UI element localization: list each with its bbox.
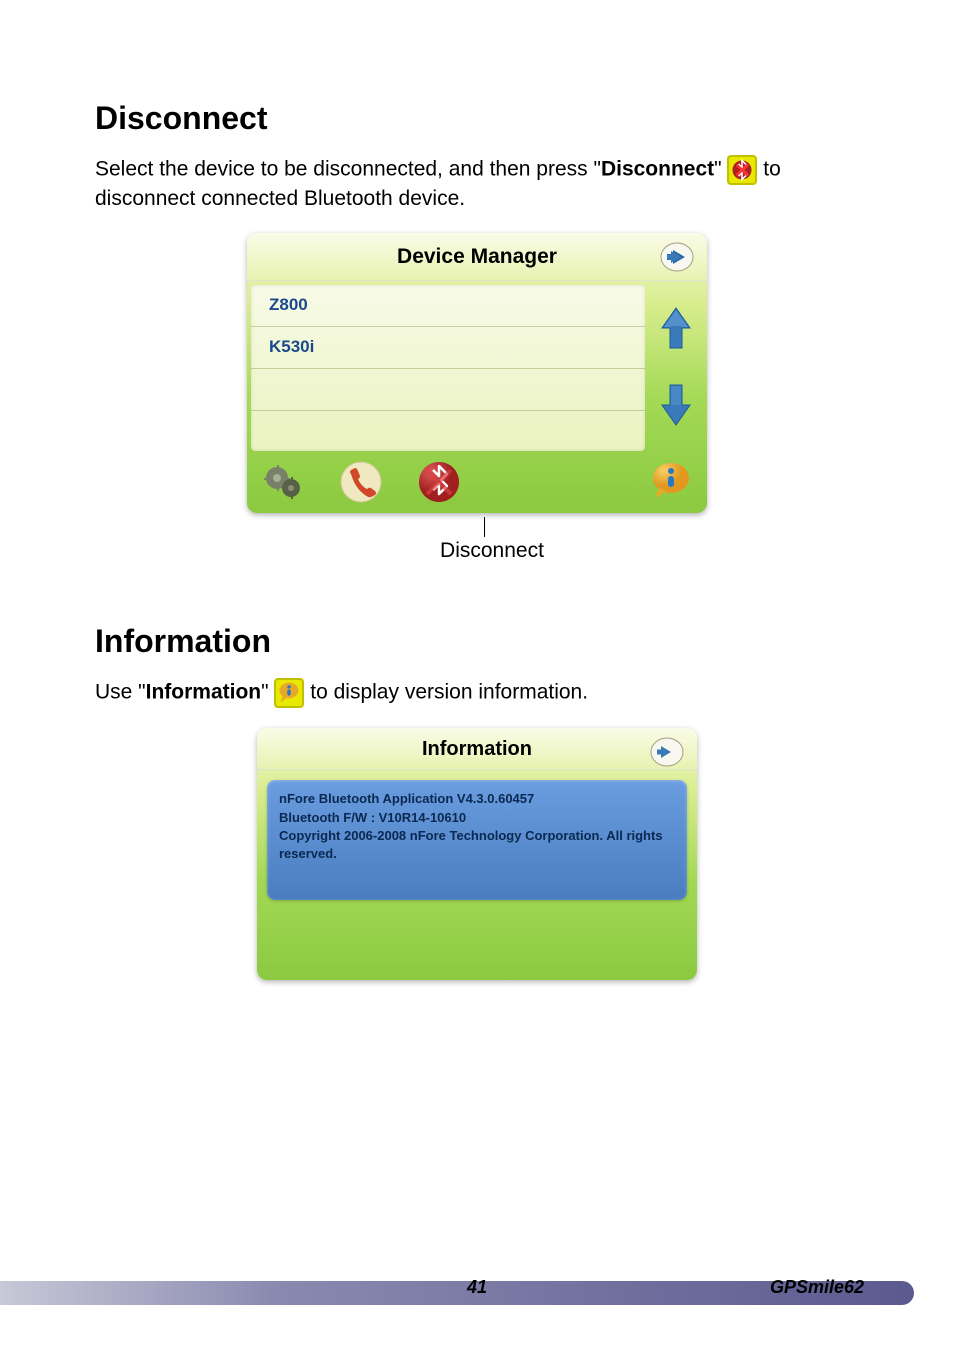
information-section: Information Use "Information" to display…	[95, 623, 859, 980]
callout-label: Disconnect	[125, 539, 859, 563]
information-footer	[257, 910, 697, 980]
information-title: Information	[422, 738, 532, 760]
scroll-arrows	[645, 281, 707, 451]
information-icon	[274, 678, 304, 708]
device-manager-header: Device Manager	[247, 233, 707, 281]
device-manager-screenshot: Device Manager Z800 K530i	[95, 233, 859, 563]
info-line-1: nFore Bluetooth Application V4.3.0.60457	[279, 790, 675, 808]
information-panel: nFore Bluetooth Application V4.3.0.60457…	[267, 780, 687, 900]
text-pre: Use "	[95, 681, 146, 704]
scroll-down-button[interactable]	[656, 379, 696, 429]
device-list: Z800 K530i	[251, 285, 645, 451]
device-row-k530i[interactable]: K530i	[251, 327, 645, 369]
disconnect-callout: Disconnect	[95, 517, 859, 563]
text-post1: "	[714, 158, 727, 181]
phone-icon[interactable]	[337, 458, 385, 506]
back-button[interactable]	[649, 736, 685, 768]
info-button[interactable]	[647, 458, 695, 506]
text-bold: Disconnect	[601, 158, 714, 181]
device-manager-title: Device Manager	[397, 245, 557, 268]
device-manager-body: Z800 K530i	[247, 281, 707, 451]
disconnect-heading: Disconnect	[95, 100, 859, 137]
device-manager-footer	[247, 451, 707, 513]
information-heading: Information	[95, 623, 859, 660]
info-line-3: Copyright 2006-2008 nFore Technology Cor…	[279, 827, 675, 863]
settings-icon[interactable]	[259, 458, 307, 506]
footer-brand: GPSmile62	[770, 1277, 864, 1298]
disconnect-icon	[727, 155, 757, 185]
disconnect-button[interactable]	[415, 458, 463, 506]
disconnect-paragraph: Select the device to be disconnected, an…	[95, 155, 859, 213]
information-screenshot: Information nFore Bluetooth Application …	[95, 728, 859, 980]
text-post1: "	[261, 681, 274, 704]
back-button[interactable]	[659, 241, 695, 273]
information-paragraph: Use "Information" to display version inf…	[95, 678, 859, 708]
device-manager-window: Device Manager Z800 K530i	[247, 233, 707, 513]
text-bold: Information	[146, 681, 262, 704]
information-window: Information nFore Bluetooth Application …	[257, 728, 697, 980]
info-line-2: Bluetooth F/W : V10R14-10610	[279, 809, 675, 827]
callout-line	[484, 517, 485, 537]
text-pre: Select the device to be disconnected, an…	[95, 158, 601, 181]
device-row-z800[interactable]: Z800	[251, 285, 645, 327]
page-footer: 41 GPSmile62	[0, 1281, 954, 1311]
device-row-empty-1	[251, 369, 645, 411]
text-post2: to display version information.	[304, 681, 588, 704]
scroll-up-button[interactable]	[656, 304, 696, 354]
page-number: 41	[467, 1277, 487, 1298]
information-header: Information	[257, 728, 697, 770]
device-row-empty-2	[251, 411, 645, 453]
